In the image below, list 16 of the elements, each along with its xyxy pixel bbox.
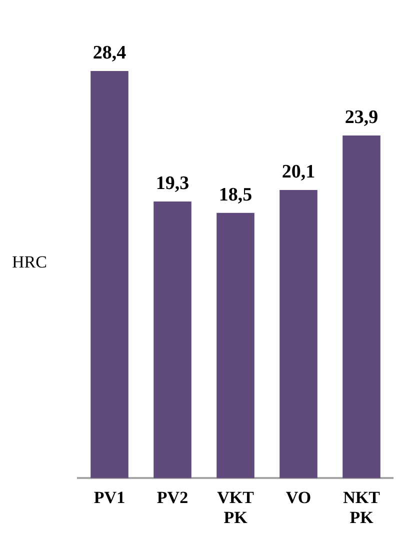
- data-label: 18,5: [218, 184, 252, 206]
- bar: [216, 212, 254, 478]
- x-tick-label: NKT PK: [343, 488, 381, 528]
- bar: [342, 135, 380, 478]
- data-label: 28,4: [92, 42, 127, 64]
- x-tick-label: VKT PK: [217, 488, 255, 528]
- y-axis-title: HRC: [12, 252, 47, 272]
- bar: [90, 70, 128, 478]
- data-label: 23,9: [344, 106, 378, 128]
- x-tick-label: PV1: [94, 488, 126, 507]
- bar: [280, 190, 318, 478]
- x-tick-label: VO: [286, 488, 312, 507]
- data-label: 19,3: [156, 172, 190, 194]
- data-label: 20,1: [282, 161, 316, 182]
- x-tick-label: PV2: [156, 488, 188, 507]
- bar: [154, 201, 192, 478]
